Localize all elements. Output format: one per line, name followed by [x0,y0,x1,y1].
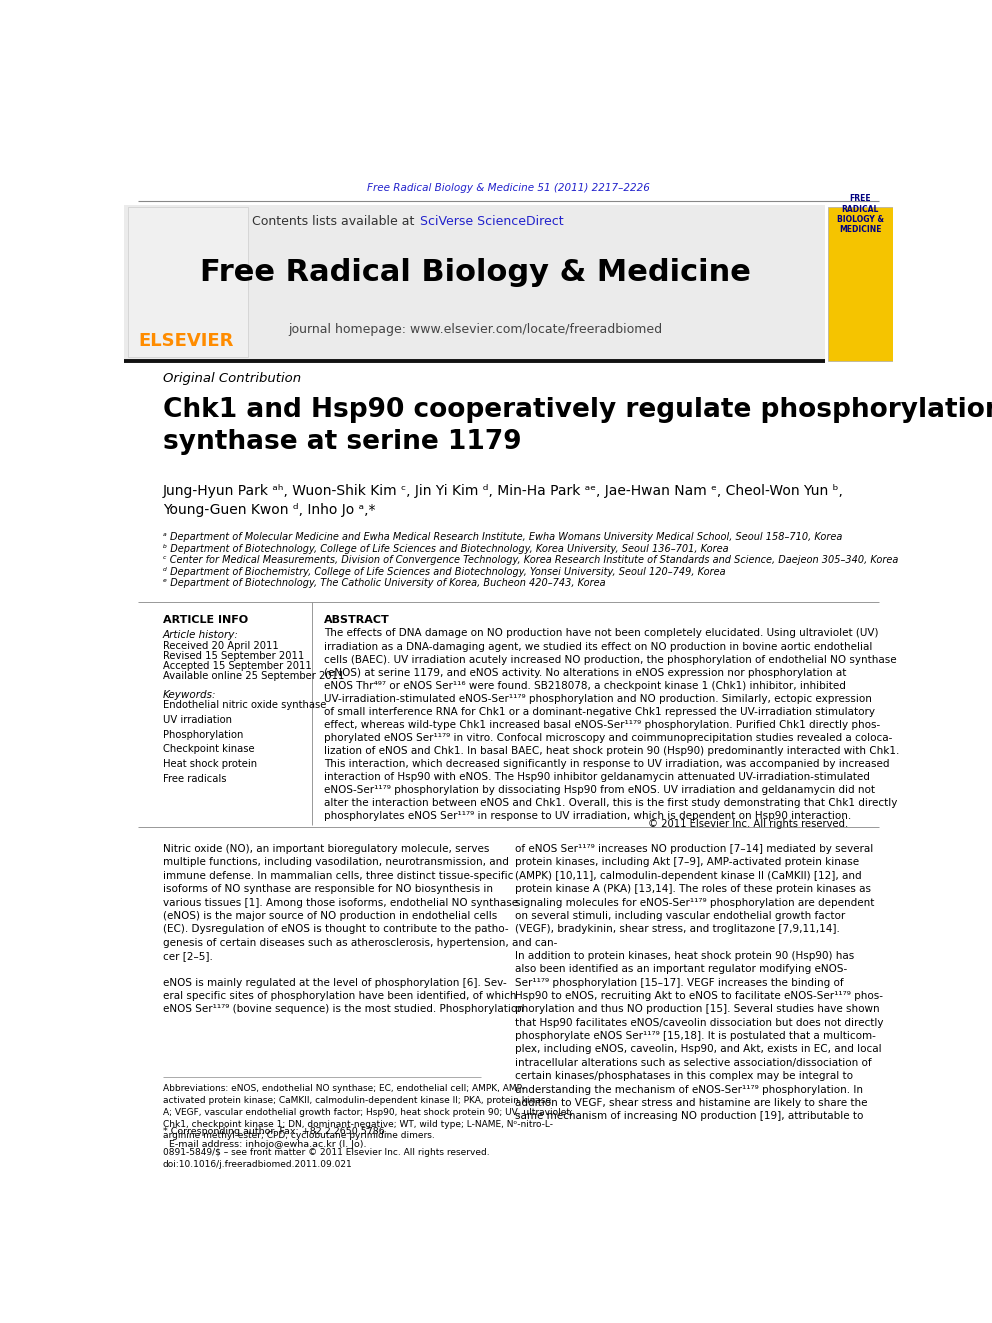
Text: of eNOS Ser¹¹⁷⁹ increases NO production [7–14] mediated by several
protein kinas: of eNOS Ser¹¹⁷⁹ increases NO production … [516,844,884,1122]
Text: Free Radical Biology & Medicine: Free Radical Biology & Medicine [199,258,751,287]
Text: SciVerse ScienceDirect: SciVerse ScienceDirect [420,216,563,229]
Text: ELSEVIER: ELSEVIER [138,332,234,349]
Text: ᵇ Department of Biotechnology, College of Life Sciences and Biotechnology, Korea: ᵇ Department of Biotechnology, College o… [163,544,728,554]
Text: Accepted 15 September 2011: Accepted 15 September 2011 [163,660,311,671]
Text: Contents lists available at: Contents lists available at [252,216,419,229]
Bar [827,206,893,360]
Text: Available online 25 September 2011: Available online 25 September 2011 [163,671,344,681]
Text: Nitric oxide (NO), an important bioregulatory molecule, serves
multiple function: Nitric oxide (NO), an important bioregul… [163,844,558,1015]
Bar [128,208,248,357]
Text: ARTICLE INFO: ARTICLE INFO [163,615,248,624]
Text: Keywords:: Keywords: [163,691,216,700]
Text: Free Radical Biology & Medicine 51 (2011) 2217–2226: Free Radical Biology & Medicine 51 (2011… [367,183,650,193]
Text: ABSTRACT: ABSTRACT [324,615,390,624]
Text: The effects of DNA damage on NO production have not been completely elucidated. : The effects of DNA damage on NO producti… [324,628,900,822]
Text: Abbreviations: eNOS, endothelial NO synthase; EC, endothelial cell; AMPK, AMP-
a: Abbreviations: eNOS, endothelial NO synt… [163,1085,572,1140]
Text: Original Contribution: Original Contribution [163,372,301,385]
Text: ᶜ Center for Medical Measurements, Division of Convergence Technology, Korea Res: ᶜ Center for Medical Measurements, Divis… [163,556,898,565]
Text: Endothelial nitric oxide synthase
UV irradiation
Phosphorylation
Checkpoint kina: Endothelial nitric oxide synthase UV irr… [163,700,326,785]
Bar [124,205,825,360]
Text: Chk1 and Hsp90 cooperatively regulate phosphorylation of endothelial nitric oxid: Chk1 and Hsp90 cooperatively regulate ph… [163,397,992,455]
Text: Article history:: Article history: [163,630,239,640]
Text: © 2011 Elsevier Inc. All rights reserved.: © 2011 Elsevier Inc. All rights reserved… [649,819,848,830]
Text: ᵈ Department of Biochemistry, College of Life Sciences and Biotechnology, Yonsei: ᵈ Department of Biochemistry, College of… [163,566,725,577]
Text: ᵃ Department of Molecular Medicine and Ewha Medical Research Institute, Ewha Wom: ᵃ Department of Molecular Medicine and E… [163,532,842,542]
Text: ᵉ Department of Biotechnology, The Catholic University of Korea, Bucheon 420–743: ᵉ Department of Biotechnology, The Catho… [163,578,605,589]
Text: Received 20 April 2011: Received 20 April 2011 [163,640,279,651]
Text: journal homepage: www.elsevier.com/locate/freeradbiomed: journal homepage: www.elsevier.com/locat… [288,323,662,336]
Text: Revised 15 September 2011: Revised 15 September 2011 [163,651,304,660]
Text: 0891-5849/$ – see front matter © 2011 Elsevier Inc. All rights reserved.
doi:10.: 0891-5849/$ – see front matter © 2011 El… [163,1148,489,1170]
Text: Jung-Hyun Park ᵃʰ, Wuon-Shik Kim ᶜ, Jin Yi Kim ᵈ, Min-Ha Park ᵃᵉ, Jae-Hwan Nam ᵉ: Jung-Hyun Park ᵃʰ, Wuon-Shik Kim ᶜ, Jin … [163,484,843,517]
Text: * Corresponding author. Fax: +82 2 2650 5786.
  E-mail address: inhojo@ewha.ac.k: * Corresponding author. Fax: +82 2 2650 … [163,1127,388,1148]
Text: FREE
RADICAL
BIOLOGY &
MEDICINE: FREE RADICAL BIOLOGY & MEDICINE [836,194,884,234]
